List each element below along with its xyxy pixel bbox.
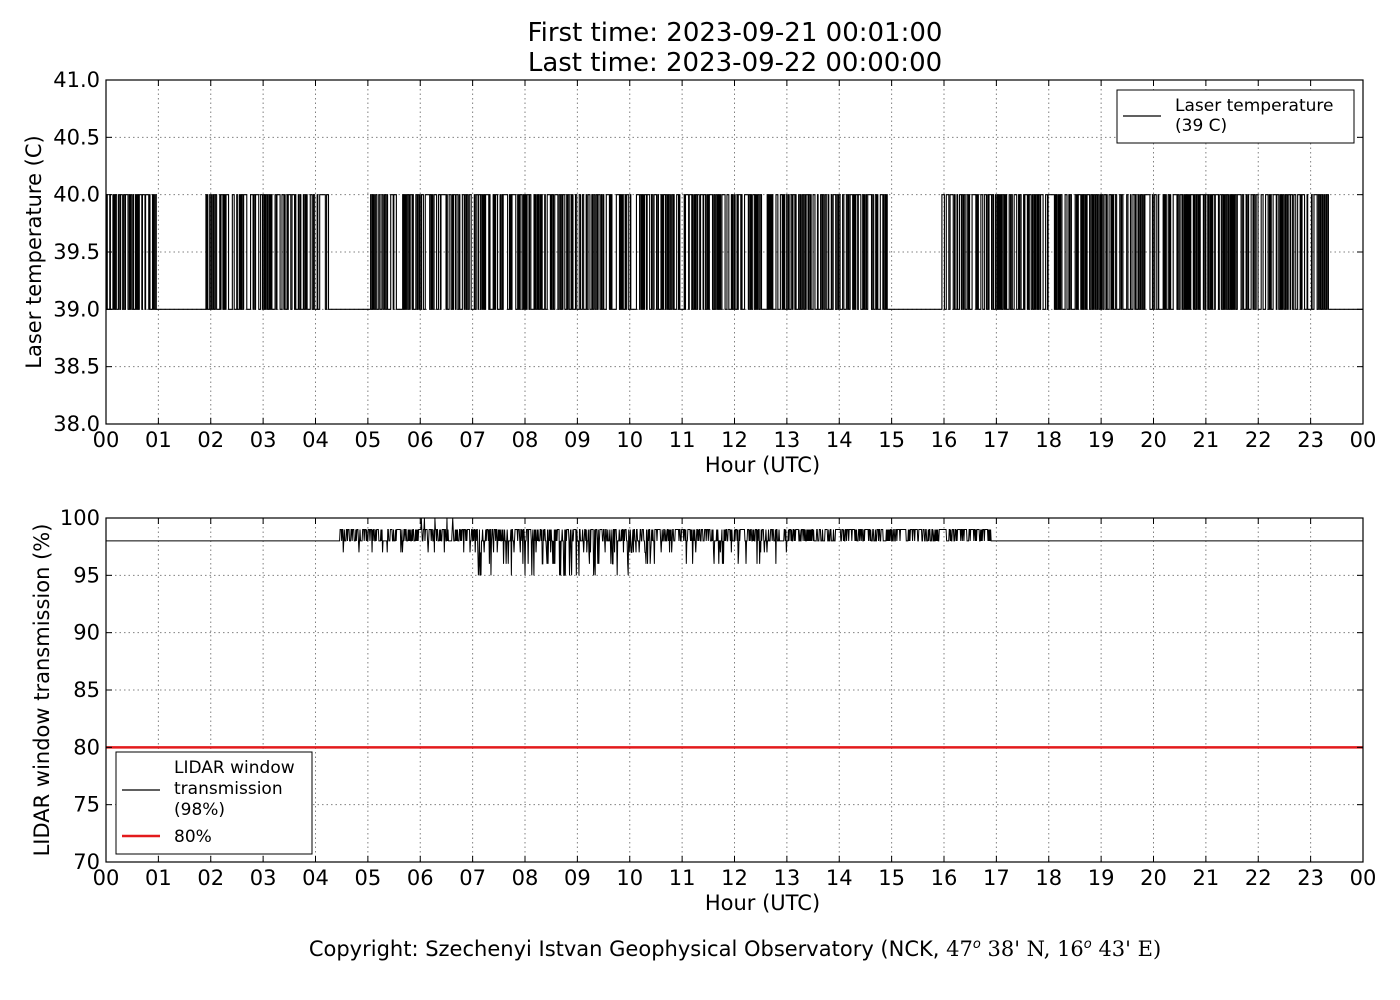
- x-tick-label: 02: [197, 428, 224, 452]
- x-tick-label: 03: [250, 428, 277, 452]
- x-tick-label: 23: [1297, 428, 1324, 452]
- x-tick-label: 18: [1035, 428, 1062, 452]
- y-tick-label: 38.0: [53, 412, 100, 436]
- latitude-minutes: 38' N,: [980, 937, 1058, 961]
- x-tick-label: 07: [459, 428, 486, 452]
- legend-label-threshold-80: 80%: [174, 827, 212, 847]
- x-tick-label: 21: [1193, 866, 1220, 890]
- latitude-degrees: 47: [946, 937, 973, 961]
- copyright-text: Copyright: Szechenyi Istvan Geophysical …: [308, 937, 947, 961]
- legend: Laser temperature(39 C): [1116, 89, 1355, 144]
- y-tick-label: 80: [73, 735, 100, 759]
- x-tick-label: 12: [721, 866, 748, 890]
- legend-label-laser-temperature-line1: Laser temperature: [1175, 96, 1333, 116]
- y-tick-label: 38.5: [53, 355, 100, 379]
- y-axis-label: Laser temperature (C): [22, 135, 46, 368]
- copyright-footer: Copyright: Szechenyi Istvan Geophysical …: [0, 937, 1400, 961]
- x-tick-label: 12: [721, 428, 748, 452]
- x-tick-label: 05: [355, 866, 382, 890]
- x-tick-label: 22: [1245, 866, 1272, 890]
- longitude-minutes: 43' E): [1091, 937, 1162, 961]
- x-tick-label: 22: [1245, 428, 1272, 452]
- x-tick-label: 17: [983, 428, 1010, 452]
- x-tick-label: 09: [564, 428, 591, 452]
- y-tick-label: 95: [73, 563, 100, 587]
- x-tick-label: 10: [616, 866, 643, 890]
- x-tick-label: 16: [931, 866, 958, 890]
- latitude-degree-symbol: o: [972, 937, 981, 952]
- x-tick-label: 23: [1297, 866, 1324, 890]
- chart-title-first-time: First time: 2023-09-21 00:01:00: [527, 18, 943, 48]
- series-line-lidar-transmission: [106, 517, 1363, 576]
- x-tick-label: 10: [616, 428, 643, 452]
- chart-title-last-time: Last time: 2023-09-22 00:00:00: [527, 48, 943, 78]
- x-tick-label: 06: [407, 866, 434, 890]
- x-tick-label: 00: [1350, 866, 1377, 890]
- x-tick-label: 13: [774, 428, 801, 452]
- y-tick-label: 41.0: [53, 68, 100, 92]
- y-axis-label: LIDAR window transmission (%): [30, 524, 54, 857]
- x-tick-label: 05: [355, 428, 382, 452]
- panel-2: 00 01 02 03 04 05 06 07 08 09 10 11 12 13 14 15 16 17 18 19…: [30, 506, 1376, 915]
- y-tick-label: 75: [73, 793, 100, 817]
- x-tick-label: 15: [878, 866, 905, 890]
- x-tick-label: 14: [826, 866, 853, 890]
- y-tick-label: 40.0: [53, 183, 100, 207]
- panel-1: 00 01 02 03 04 05 06 07 08 09 10 11 12 13 14 15 16 17 18 19…: [22, 68, 1376, 477]
- longitude-degree-symbol: o: [1083, 937, 1092, 952]
- x-tick-label: 01: [145, 428, 172, 452]
- x-tick-label: 04: [302, 428, 329, 452]
- x-tick-label: 08: [512, 866, 539, 890]
- x-tick-label: 00: [93, 866, 120, 890]
- y-tick-label: 39.5: [53, 240, 100, 264]
- x-tick-label: 19: [1088, 428, 1115, 452]
- legend-label-lidar-line1: LIDAR window: [174, 758, 295, 778]
- x-tick-label: 13: [774, 866, 801, 890]
- x-tick-label: 18: [1035, 866, 1062, 890]
- legend-label-lidar-line3: (98%): [174, 800, 225, 820]
- series-line-laser-temperature: [105, 194, 1364, 310]
- x-tick-label: 16: [931, 428, 958, 452]
- x-axis-label: Hour (UTC): [705, 891, 820, 915]
- x-tick-label: 19: [1088, 866, 1115, 890]
- x-tick-label: 11: [669, 866, 696, 890]
- y-tick-label: 40.5: [53, 125, 100, 149]
- x-tick-label: 09: [564, 866, 591, 890]
- x-tick-label: 02: [197, 866, 224, 890]
- x-tick-label: 20: [1140, 866, 1167, 890]
- y-tick-label: 100: [60, 506, 100, 530]
- y-tick-label: 39.0: [53, 297, 100, 321]
- x-tick-label: 06: [407, 428, 434, 452]
- y-tick-label: 70: [73, 850, 100, 874]
- y-tick-label: 85: [73, 678, 100, 702]
- x-tick-label: 01: [145, 866, 172, 890]
- x-tick-label: 03: [250, 866, 277, 890]
- x-tick-label: 04: [302, 866, 329, 890]
- x-tick-label: 07: [459, 866, 486, 890]
- longitude-degrees: 16: [1057, 937, 1084, 961]
- x-axis-label: Hour (UTC): [705, 453, 820, 477]
- x-tick-label: 15: [878, 428, 905, 452]
- legend-label-lidar-line2: transmission: [174, 779, 283, 799]
- x-tick-label: 11: [669, 428, 696, 452]
- x-tick-label: 17: [983, 866, 1010, 890]
- x-tick-label: 08: [512, 428, 539, 452]
- x-tick-label: 14: [826, 428, 853, 452]
- x-tick-label: 00: [93, 428, 120, 452]
- x-tick-label: 21: [1193, 428, 1220, 452]
- legend-label-laser-temperature-line2: (39 C): [1175, 116, 1227, 136]
- y-tick-label: 90: [73, 621, 100, 645]
- x-tick-label: 00: [1350, 428, 1377, 452]
- x-tick-label: 20: [1140, 428, 1167, 452]
